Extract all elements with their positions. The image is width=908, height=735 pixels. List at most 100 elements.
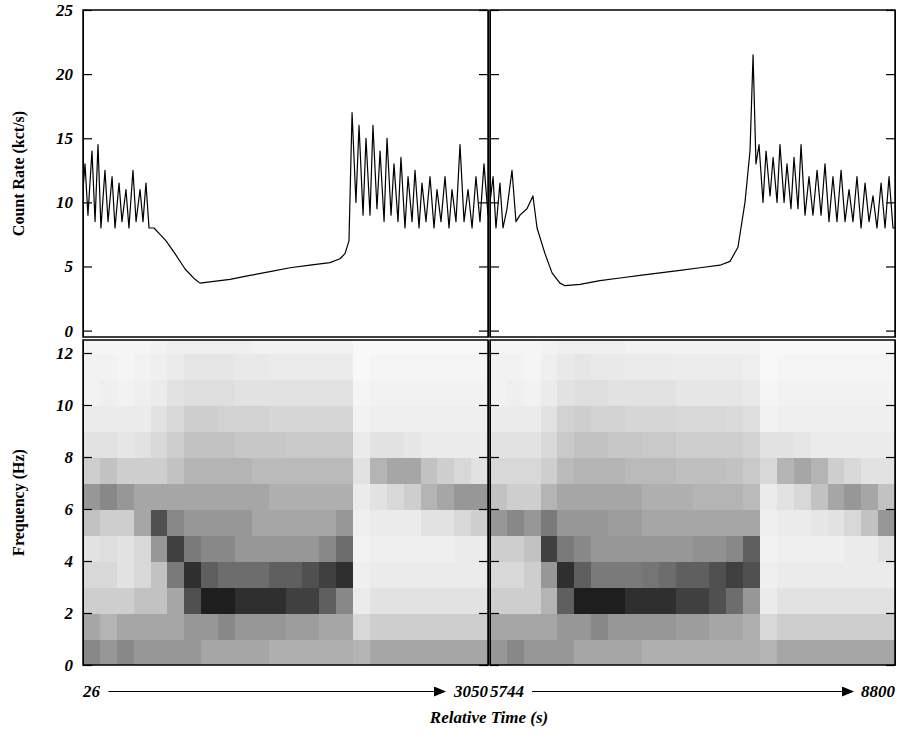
- power-cell: [524, 613, 541, 640]
- power-cell: [302, 457, 319, 484]
- power-cell: [421, 353, 438, 380]
- power-cell: [760, 509, 777, 536]
- power-cell: [878, 483, 895, 510]
- power-cell: [286, 340, 303, 354]
- power-cell: [218, 353, 235, 380]
- power-cell: [404, 561, 421, 588]
- tick-label: 0: [65, 656, 74, 675]
- power-cell: [134, 509, 151, 536]
- tick: [490, 10, 499, 11]
- power-cell: [353, 639, 370, 665]
- power-cell: [507, 353, 524, 380]
- power-cell: [659, 353, 676, 380]
- power-cell: [269, 457, 286, 484]
- power-cell: [404, 457, 421, 484]
- power-cell: [828, 613, 845, 640]
- power-cell: [167, 457, 184, 484]
- tick-label: 4: [64, 552, 74, 571]
- power-cell: [625, 353, 642, 380]
- power-cell: [117, 379, 134, 406]
- power-cell: [726, 509, 743, 536]
- power-cell: [421, 405, 438, 432]
- power-cell: [437, 405, 454, 432]
- power-cell: [844, 353, 861, 380]
- tick-mark: [490, 509, 499, 510]
- tick-mark: [83, 202, 92, 203]
- power-cell: [167, 353, 184, 380]
- power-cell: [252, 353, 269, 380]
- power-cell: [235, 509, 252, 536]
- power-cell: [743, 340, 760, 354]
- power-cell: [608, 483, 625, 510]
- tick-label: 0: [65, 322, 74, 341]
- power-cell: [100, 353, 117, 380]
- power-cell: [134, 431, 151, 458]
- power-cell: [878, 639, 895, 665]
- power-cell: [557, 613, 574, 640]
- power-cell: [743, 353, 760, 380]
- tick-label: 10: [56, 193, 74, 212]
- power-cell: [693, 405, 710, 432]
- power-cell: [151, 379, 168, 406]
- power-cell: [777, 613, 794, 640]
- power-cell: [336, 340, 353, 354]
- power-cell: [100, 561, 117, 588]
- power-cell: [83, 353, 100, 380]
- power-cell: [151, 535, 168, 562]
- power-cell: [524, 405, 541, 432]
- power-cell: [235, 353, 252, 380]
- tick-mark: [83, 665, 92, 666]
- power-cell: [269, 353, 286, 380]
- tick: [490, 353, 499, 354]
- power-cell: [777, 353, 794, 380]
- power-cell: [760, 639, 777, 665]
- power-cell: [878, 587, 895, 614]
- power-cell: [659, 535, 676, 562]
- power-cell: [269, 379, 286, 406]
- tick-mark: [490, 353, 499, 354]
- power-cell: [353, 379, 370, 406]
- tick: [490, 266, 499, 267]
- power-cell: [201, 587, 218, 614]
- power-cell: [404, 353, 421, 380]
- power-cell: [777, 509, 794, 536]
- power-cell: [878, 431, 895, 458]
- power-cell: [591, 353, 608, 380]
- power-cell: [524, 561, 541, 588]
- power-cell: [591, 340, 608, 354]
- power-cell: [471, 509, 488, 536]
- power-cell: [370, 405, 387, 432]
- y-axis-right: [886, 11, 896, 338]
- tick: [479, 138, 488, 139]
- power-cell: [828, 535, 845, 562]
- power-cell: [608, 340, 625, 354]
- power-cell: [828, 340, 845, 354]
- power-cell: [878, 561, 895, 588]
- power-cell: [557, 340, 574, 354]
- power-cell: [218, 639, 235, 665]
- power-cell: [218, 457, 235, 484]
- power-cell: [100, 639, 117, 665]
- power-cell: [709, 353, 726, 380]
- power-cell: [726, 405, 743, 432]
- tick-label: 26: [82, 682, 101, 701]
- power-cell: [608, 613, 625, 640]
- tick-mark: [886, 405, 895, 406]
- tick: [490, 561, 499, 562]
- power-cell: [557, 431, 574, 458]
- power-cell: [100, 431, 117, 458]
- power-cell: [524, 340, 541, 354]
- power-cell: [353, 587, 370, 614]
- power-cell: [743, 509, 760, 536]
- power-cell: [811, 639, 828, 665]
- power-cell: [235, 639, 252, 665]
- axis-line: [490, 341, 491, 666]
- power-cell: [336, 405, 353, 432]
- power-cell: [574, 379, 591, 406]
- power-cell: [201, 535, 218, 562]
- power-cell: [490, 353, 507, 380]
- tick: [479, 509, 488, 510]
- power-cell: [659, 483, 676, 510]
- power-cell: [591, 587, 608, 614]
- power-cell: [693, 379, 710, 406]
